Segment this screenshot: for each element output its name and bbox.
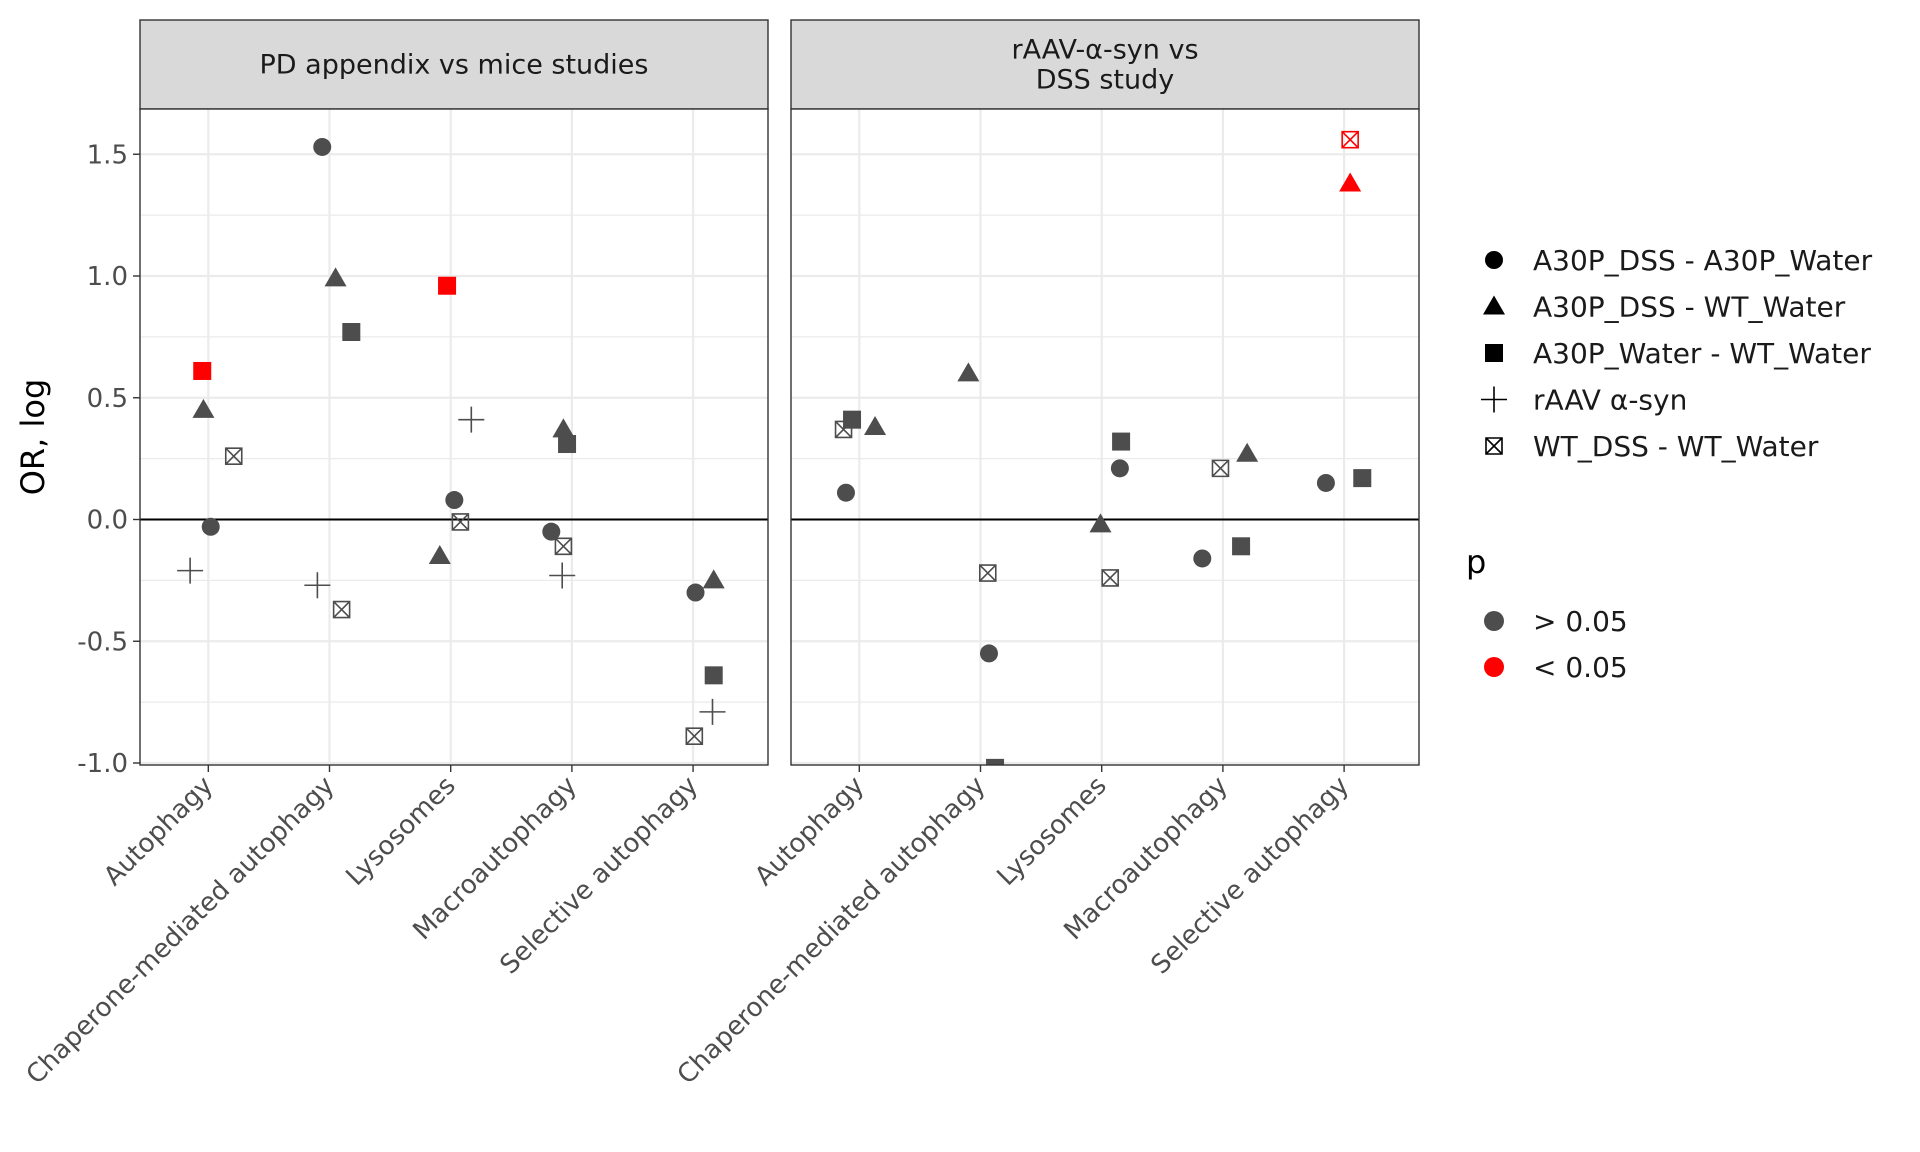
legend-label: WT_DSS - WT_Water: [1533, 430, 1819, 463]
data-point: [704, 666, 723, 685]
legend-label: A30P_Water - WT_Water: [1533, 337, 1871, 370]
data-point: [1101, 569, 1119, 587]
data-points: [177, 137, 726, 746]
data-point: [201, 517, 220, 536]
data-point: [193, 361, 212, 380]
data-point: [979, 644, 998, 663]
data-point: [342, 323, 361, 342]
data-point: [458, 406, 485, 433]
data-point: [685, 727, 704, 746]
data-point: [1232, 537, 1251, 556]
panel-background: [140, 109, 768, 765]
facet-title: rAAV-α-syn vs: [1011, 35, 1198, 66]
data-point: [1089, 513, 1112, 533]
x-tick-label: Autophagy: [98, 771, 219, 892]
data-point: [542, 522, 561, 541]
data-point: [445, 491, 464, 510]
data-point: [1339, 172, 1362, 192]
data-point: [304, 572, 331, 599]
y-axis: -1.0 -0.5 0.0 0.5 1.0 1.5 OR, log: [14, 140, 140, 779]
legend-key: [1485, 251, 1503, 269]
x-tick-label: Autophagy: [749, 771, 870, 892]
x-tick-label: Selective autophagy: [1145, 771, 1355, 981]
data-point: [558, 435, 577, 454]
panel-background: [791, 109, 1419, 765]
y-tick-label: 1.5: [87, 140, 128, 170]
data-point: [332, 600, 351, 619]
legend-shape: A30P_DSS - A30P_Water A30P_DSS - WT_Water…: [1481, 244, 1873, 463]
data-point: [549, 562, 576, 589]
data-point: [986, 758, 1005, 765]
data-point: [224, 447, 243, 465]
legend-label: > 0.05: [1533, 605, 1628, 638]
legend-color: p > 0.05 < 0.05: [1466, 543, 1628, 684]
facet-title: PD appendix vs mice studies: [260, 50, 649, 81]
data-points: [834, 130, 1372, 765]
data-point: [1236, 442, 1259, 462]
data-point: [451, 513, 470, 531]
data-point: [1341, 130, 1359, 149]
legend-key: [1481, 386, 1507, 413]
facet-title: DSS study: [1036, 65, 1175, 96]
data-point: [702, 569, 725, 589]
legend-key: [1483, 295, 1505, 315]
y-tick-label: 1.0: [87, 262, 128, 292]
legend-key: [1484, 657, 1504, 677]
data-point: [843, 410, 862, 429]
data-point: [1316, 473, 1335, 492]
data-point: [1353, 469, 1372, 488]
data-point: [1112, 432, 1131, 451]
data-point: [864, 415, 887, 435]
data-point: [192, 398, 215, 418]
legend-title: p: [1466, 543, 1486, 581]
legend-key: [1485, 437, 1503, 455]
data-point: [834, 420, 853, 439]
facet-strip: [139, 19, 769, 110]
y-tick-label: 0.0: [87, 506, 128, 536]
data-point: [554, 537, 573, 556]
facet-panel-1: PD appendix vs mice studiesAutophagyChap…: [21, 19, 769, 1091]
y-tick-label: -1.0: [77, 749, 128, 779]
data-point: [686, 583, 705, 602]
data-point: [438, 276, 457, 295]
data-point: [1211, 459, 1230, 478]
data-point: [552, 418, 575, 438]
x-tick-label: Lysosomes: [992, 771, 1113, 892]
legend-key: [1485, 344, 1503, 362]
data-point: [177, 557, 204, 584]
y-tick-label: -0.5: [77, 627, 128, 657]
data-point: [313, 137, 332, 156]
data-point: [1110, 459, 1129, 478]
facet-strip: [790, 19, 1420, 110]
data-point: [324, 267, 347, 287]
x-tick-label: Selective autophagy: [494, 771, 704, 981]
y-tick-label: 0.5: [87, 384, 128, 414]
legend-key: [1484, 611, 1504, 631]
legend-label: A30P_DSS - A30P_Water: [1533, 244, 1873, 277]
data-point: [836, 483, 855, 502]
data-point: [428, 545, 451, 565]
panel-border: [139, 108, 769, 766]
panel-border: [790, 108, 1420, 766]
x-tick-label: Lysosomes: [341, 771, 462, 892]
data-point: [957, 362, 980, 382]
y-axis-label: OR, log: [14, 379, 52, 496]
legend-label: rAAV α-syn: [1533, 384, 1687, 417]
data-point: [1193, 549, 1212, 568]
legend-label: A30P_DSS - WT_Water: [1533, 291, 1846, 324]
legend-label: < 0.05: [1533, 651, 1628, 684]
data-point: [978, 564, 997, 582]
data-point: [699, 698, 726, 725]
